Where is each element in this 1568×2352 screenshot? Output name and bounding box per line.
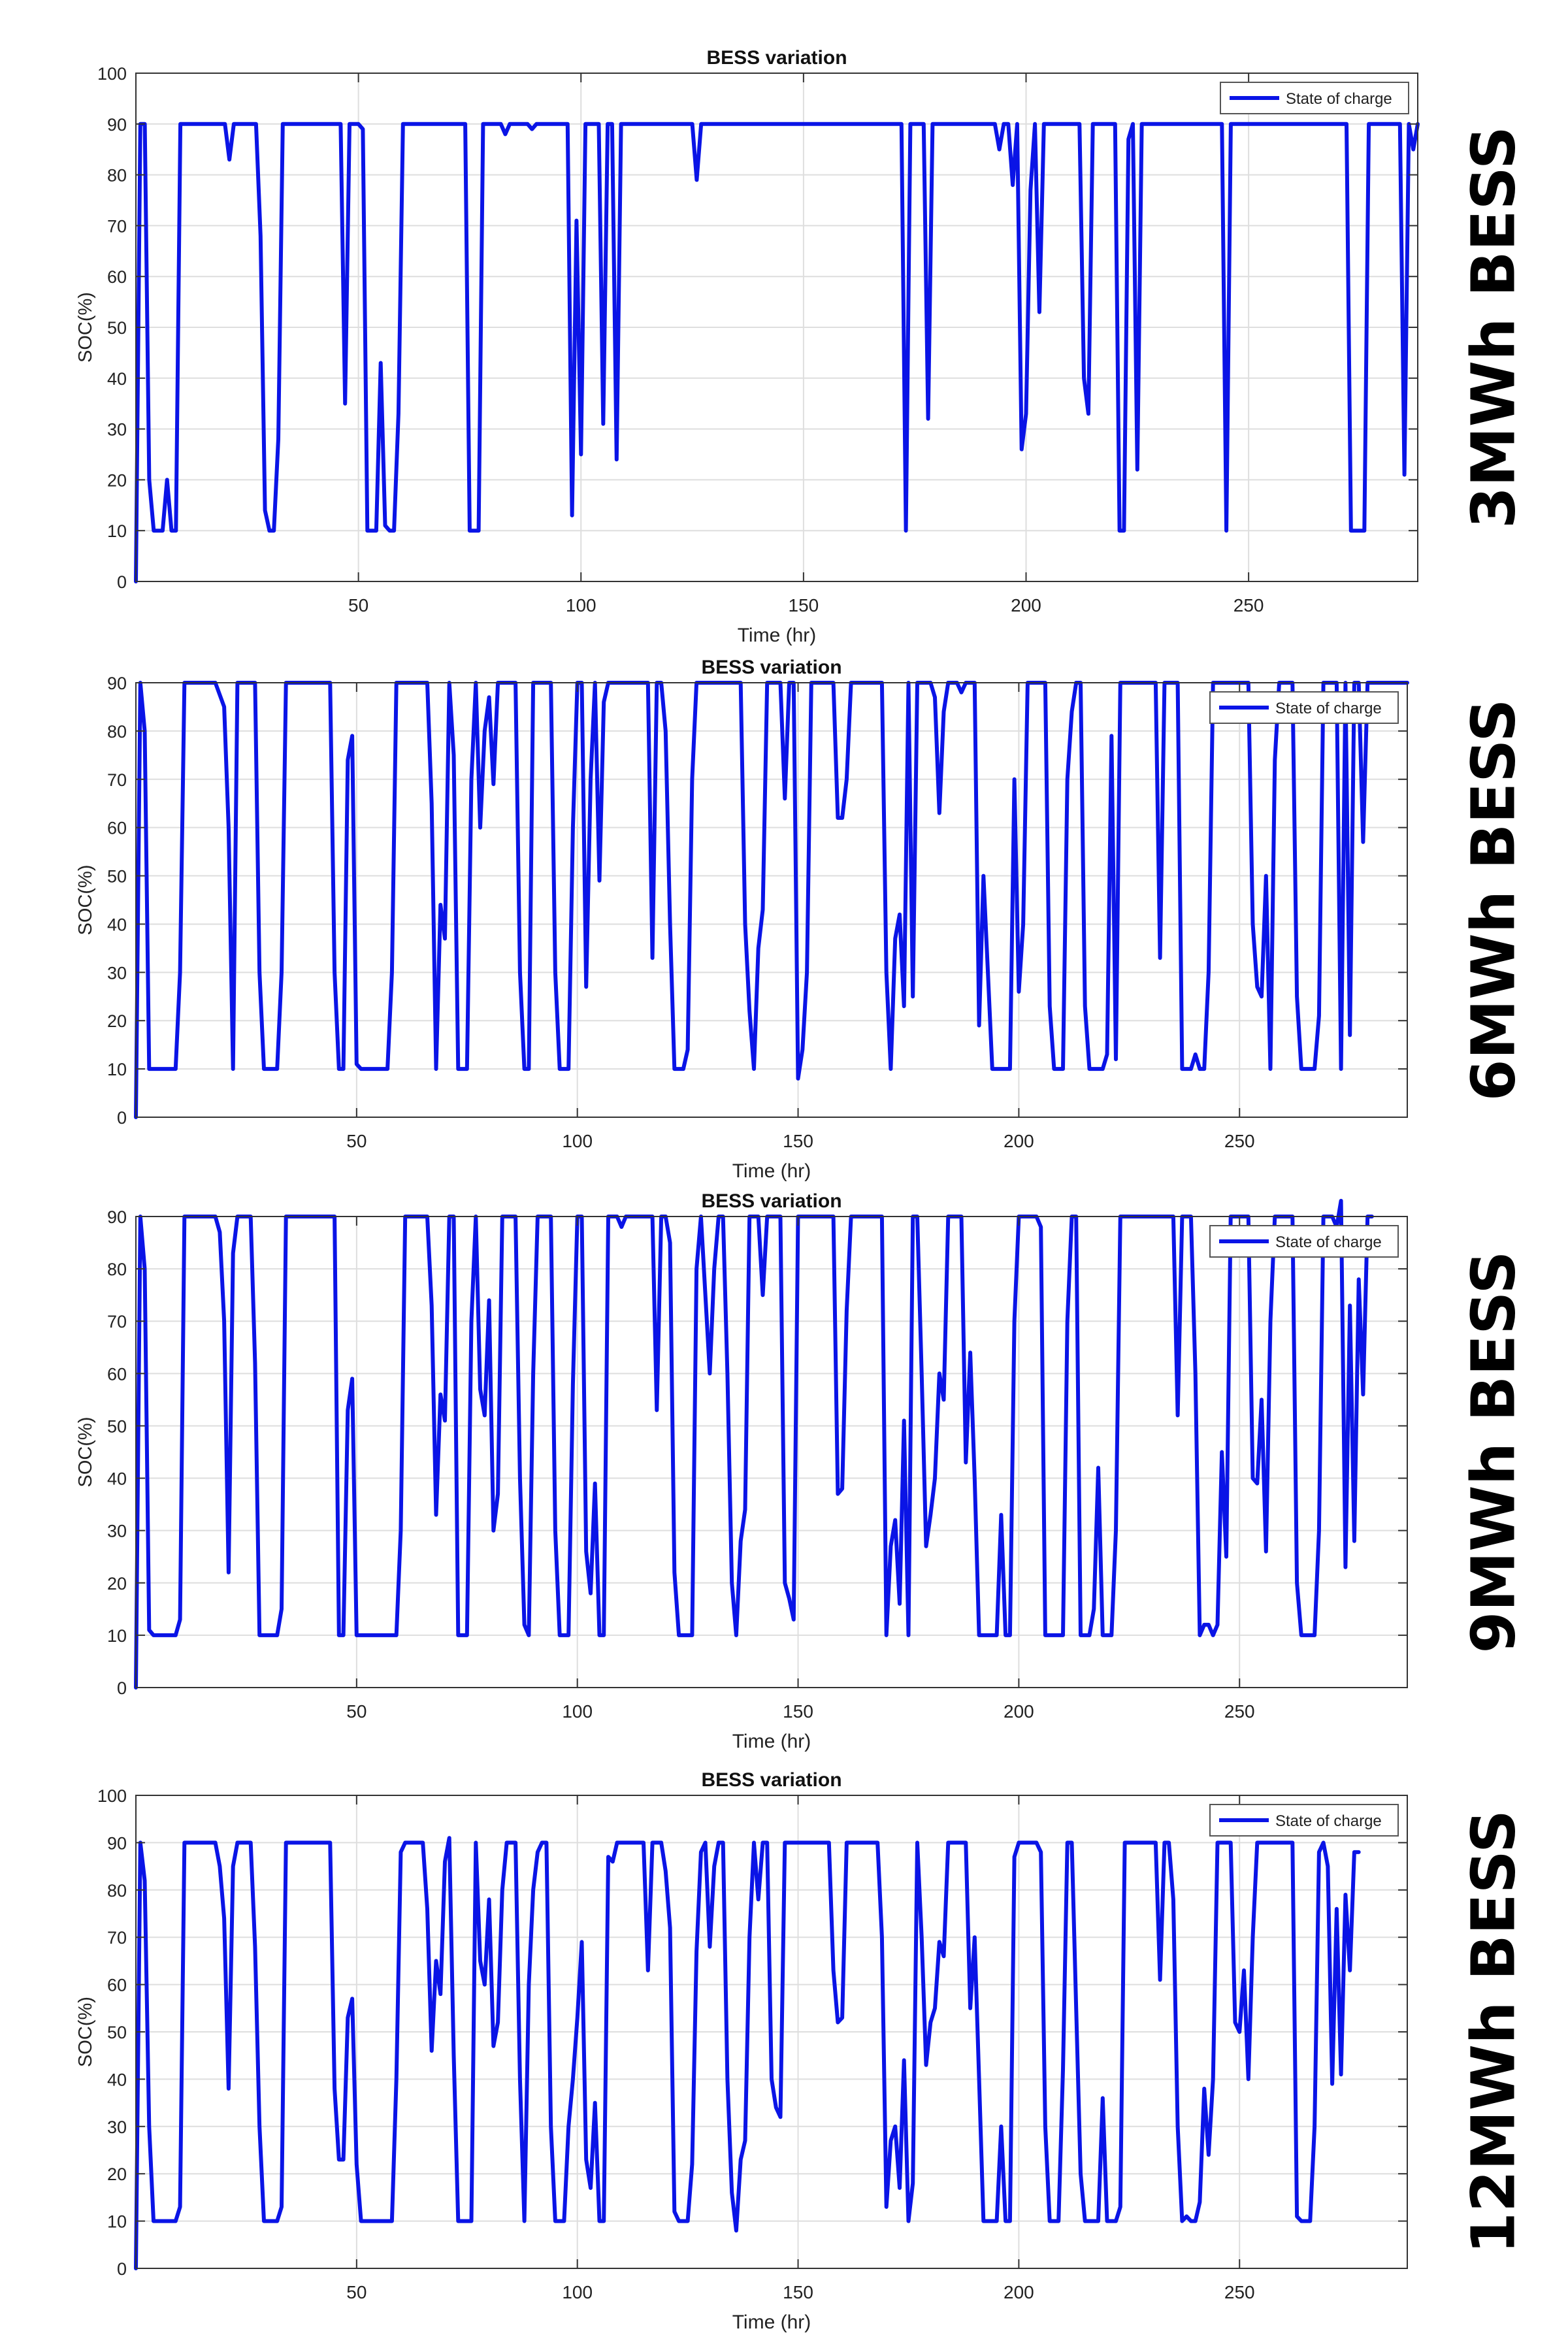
y-tick-label: 40 bbox=[107, 2070, 127, 2089]
x-tick-label: 200 bbox=[1011, 595, 1041, 615]
y-tick-label: 0 bbox=[117, 572, 127, 592]
y-tick-label: 100 bbox=[97, 1786, 127, 1806]
side-label: 9MWh BESS bbox=[1458, 1251, 1528, 1654]
x-axis-label: Time (hr) bbox=[732, 1731, 811, 1752]
y-tick-label: 90 bbox=[107, 1833, 127, 1853]
y-tick-label: 20 bbox=[107, 1574, 127, 1593]
x-tick-label: 100 bbox=[562, 2282, 593, 2302]
y-tick-label: 80 bbox=[107, 166, 127, 186]
y-tick-label: 0 bbox=[117, 1108, 127, 1128]
x-axis-label: Time (hr) bbox=[732, 1160, 811, 1182]
chart-title: BESS variation bbox=[701, 657, 841, 678]
y-tick-label: 90 bbox=[107, 674, 127, 693]
y-tick-label: 50 bbox=[107, 318, 127, 338]
x-tick-label: 250 bbox=[1233, 595, 1264, 615]
y-tick-label: 0 bbox=[117, 2259, 127, 2279]
legend: State of charge bbox=[1209, 1225, 1399, 1258]
y-tick-label: 30 bbox=[107, 963, 127, 983]
y-tick-label: 20 bbox=[107, 470, 127, 490]
x-tick-label: 100 bbox=[562, 1701, 593, 1722]
y-axis-label: SOC(%) bbox=[75, 865, 96, 936]
legend-label: State of charge bbox=[1275, 1812, 1382, 1830]
y-tick-label: 20 bbox=[107, 1011, 127, 1031]
x-axis-label: Time (hr) bbox=[738, 625, 817, 646]
chart-title: BESS variation bbox=[701, 1190, 841, 1212]
y-tick-label: 40 bbox=[107, 915, 127, 934]
x-tick-label: 150 bbox=[789, 595, 819, 615]
side-label: 12MWh BESS bbox=[1458, 1810, 1528, 2254]
y-tick-label: 90 bbox=[107, 115, 127, 135]
x-tick-label: 50 bbox=[346, 1701, 367, 1722]
y-axis-label: SOC(%) bbox=[75, 1997, 96, 2067]
y-tick-label: 70 bbox=[107, 216, 127, 236]
y-tick-label: 80 bbox=[107, 1260, 127, 1279]
y-tick-label: 80 bbox=[107, 1881, 127, 1901]
axes-frame bbox=[135, 682, 1408, 1118]
legend-label: State of charge bbox=[1286, 90, 1392, 108]
legend: State of charge bbox=[1209, 1804, 1399, 1837]
y-tick-label: 30 bbox=[107, 2117, 127, 2137]
side-label: 6MWh BESS bbox=[1458, 699, 1528, 1102]
legend: State of charge bbox=[1220, 82, 1409, 114]
x-tick-label: 100 bbox=[562, 1131, 593, 1151]
x-tick-label: 200 bbox=[1004, 2282, 1034, 2302]
x-tick-label: 150 bbox=[783, 1701, 813, 1722]
y-tick-label: 10 bbox=[107, 1626, 127, 1646]
plot-area bbox=[136, 683, 1407, 1117]
y-tick-label: 60 bbox=[107, 1364, 127, 1384]
y-tick-label: 10 bbox=[107, 1060, 127, 1079]
x-tick-label: 200 bbox=[1004, 1131, 1034, 1151]
y-tick-label: 10 bbox=[107, 2212, 127, 2232]
chart-title: BESS variation bbox=[701, 1769, 841, 1791]
x-tick-label: 250 bbox=[1224, 2282, 1255, 2302]
y-axis-label: SOC(%) bbox=[75, 1417, 96, 1488]
y-tick-label: 80 bbox=[107, 722, 127, 742]
y-tick-label: 60 bbox=[107, 267, 127, 287]
x-axis-label: Time (hr) bbox=[732, 2311, 811, 2333]
y-tick-label: 70 bbox=[107, 770, 127, 790]
y-tick-label: 70 bbox=[107, 1312, 127, 1331]
axes-frame bbox=[135, 1216, 1408, 1688]
x-tick-label: 150 bbox=[783, 1131, 813, 1151]
y-tick-label: 30 bbox=[107, 1522, 127, 1541]
legend-label: State of charge bbox=[1275, 700, 1382, 717]
x-tick-label: 100 bbox=[566, 595, 596, 615]
y-tick-label: 50 bbox=[107, 867, 127, 887]
x-tick-label: 250 bbox=[1224, 1701, 1255, 1722]
x-tick-label: 150 bbox=[783, 2282, 813, 2302]
legend-label: State of charge bbox=[1275, 1233, 1382, 1251]
y-tick-label: 30 bbox=[107, 420, 127, 440]
series-line-state-of-charge bbox=[134, 122, 1420, 583]
legend: State of charge bbox=[1209, 691, 1399, 724]
y-tick-label: 10 bbox=[107, 521, 127, 541]
y-axis-label: SOC(%) bbox=[75, 292, 96, 363]
y-tick-label: 70 bbox=[107, 1928, 127, 1948]
x-tick-label: 250 bbox=[1224, 1131, 1255, 1151]
x-tick-label: 200 bbox=[1004, 1701, 1034, 1722]
y-tick-label: 60 bbox=[107, 819, 127, 838]
y-tick-label: 40 bbox=[107, 369, 127, 389]
side-label: 3MWh BESS bbox=[1458, 126, 1528, 529]
y-tick-label: 50 bbox=[107, 1416, 127, 1436]
chart-panel-3: 50 100 150 200 250 0 10 20 30 40 50 60 70 80 90 BESS va… bbox=[75, 1190, 1528, 1752]
y-tick-label: 100 bbox=[97, 64, 127, 84]
y-tick-label: 50 bbox=[107, 2023, 127, 2042]
chart-panel-1: 50 100 150 200 250 0 10 20 30 40 50 60 70 80 90 100 BESS… bbox=[75, 47, 1528, 646]
x-tick-label: 50 bbox=[346, 1131, 367, 1151]
series-line-state-of-charge bbox=[134, 1836, 1361, 2270]
y-tick-label: 60 bbox=[107, 1976, 127, 1995]
y-tick-label: 90 bbox=[107, 1207, 127, 1227]
x-tick-label: 50 bbox=[348, 595, 368, 615]
x-tick-label: 50 bbox=[346, 2282, 367, 2302]
chart-panel-2: 50 100 150 200 250 0 10 20 30 40 50 60 70 80 90 BESS va… bbox=[75, 657, 1528, 1182]
y-tick-label: 40 bbox=[107, 1469, 127, 1489]
chart-title: BESS variation bbox=[706, 47, 847, 69]
y-tick-label: 0 bbox=[117, 1678, 127, 1698]
y-tick-label: 20 bbox=[107, 2164, 127, 2184]
chart-panel-4: 50 100 150 200 250 0 10 20 30 40 50 60 70 80 90 100 BESS… bbox=[75, 1769, 1528, 2333]
